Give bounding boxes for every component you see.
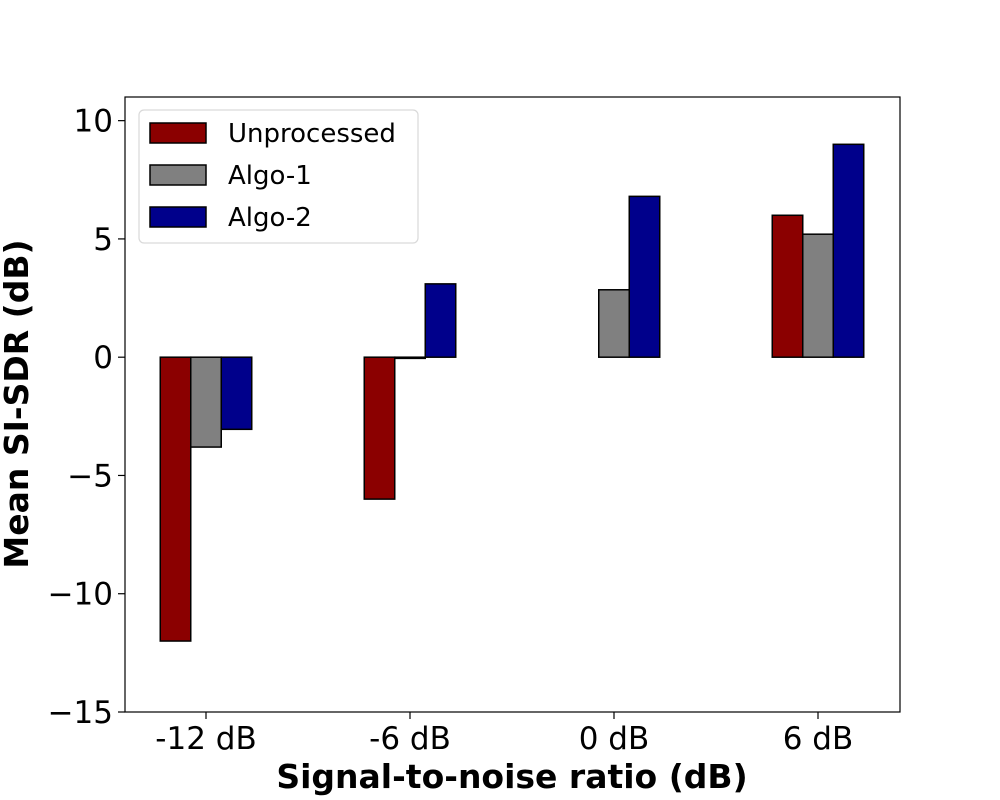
y-axis-label: Mean SI-SDR (dB)	[0, 239, 36, 568]
legend-label-algo-1: Algo-1	[228, 161, 312, 191]
y-tick-label: −10	[48, 577, 113, 613]
legend-swatch-unprocessed	[149, 122, 207, 144]
bar-algo-2-3	[628, 195, 661, 358]
y-tick-label: 5	[93, 222, 113, 258]
legend-swatch-algo-1	[149, 164, 207, 186]
x-tick-label: 6 dB	[783, 721, 854, 757]
bars-layer	[159, 143, 865, 642]
bar-algo-1-4	[802, 233, 834, 358]
bar-algo-1-2	[394, 356, 426, 360]
x-tick-label: -6 dB	[369, 721, 451, 757]
legend-label-algo-2: Algo-2	[228, 203, 312, 233]
x-axis-label: Signal-to-noise ratio (dB)	[276, 757, 747, 796]
y-tick-label: −15	[48, 695, 113, 731]
y-tick-label: −5	[67, 458, 113, 494]
bar-algo-2-1	[220, 356, 253, 431]
bar-unprocessed-1	[159, 356, 192, 642]
bar-algo-2-4	[832, 143, 865, 358]
bar-algo-1-3	[598, 289, 630, 358]
legend-items: Unprocessed Algo-1 Algo-2	[149, 119, 396, 233]
bar-algo-2-2	[424, 283, 457, 358]
legend: Unprocessed Algo-1 Algo-2	[138, 109, 419, 244]
x-tick-label: 0 dB	[579, 721, 650, 757]
y-tick-label: 10	[74, 104, 113, 140]
bar-unprocessed-4	[771, 214, 804, 358]
y-tick-label: 0	[93, 340, 113, 376]
x-tick-label: -12 dB	[155, 721, 256, 757]
bar-unprocessed-2	[363, 356, 396, 500]
ticks-layer: −15 −10 −5 0 5 10 -12 dB -6 dB 0 dB 6 dB	[48, 104, 854, 757]
legend-swatch-algo-2	[149, 206, 207, 228]
legend-frame	[138, 109, 419, 244]
legend-label-unprocessed: Unprocessed	[228, 119, 396, 149]
axes-layer	[124, 96, 901, 713]
bar-algo-1-1	[190, 356, 222, 448]
plot-frame	[124, 96, 901, 713]
